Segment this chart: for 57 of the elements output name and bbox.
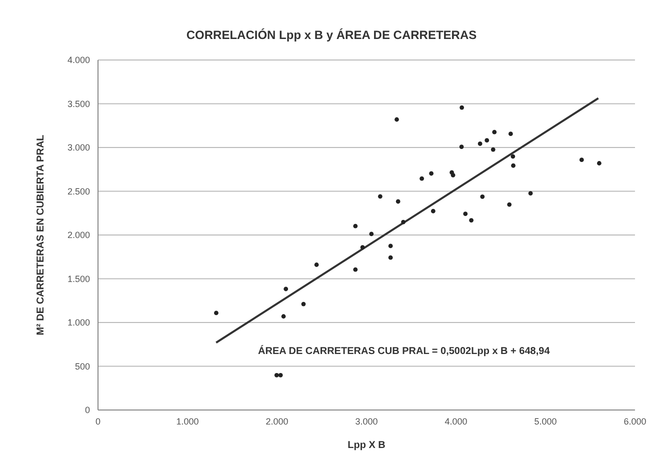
point bbox=[508, 132, 513, 136]
y-tick-label: 1.000 bbox=[67, 318, 90, 328]
annotation: ÁREA DE CARRETERAS CUB PRAL = 0,5002Lpp x B + 648,94 bbox=[258, 346, 550, 357]
point bbox=[396, 199, 400, 204]
point bbox=[378, 194, 382, 199]
point bbox=[360, 245, 365, 250]
point bbox=[284, 286, 288, 292]
point bbox=[597, 161, 602, 166]
y-tick-label: 0 bbox=[84, 405, 90, 416]
point bbox=[314, 262, 319, 267]
point bbox=[450, 172, 456, 178]
point bbox=[301, 302, 306, 306]
point bbox=[469, 218, 474, 222]
y-tick-label: 1.500 bbox=[67, 274, 90, 284]
point bbox=[420, 176, 424, 181]
point bbox=[492, 130, 497, 134]
point bbox=[579, 158, 584, 162]
point bbox=[281, 314, 286, 319]
y-tick-label: 3.000 bbox=[67, 142, 90, 153]
y-tick-label: 500 bbox=[74, 361, 90, 372]
y-axis-title: M² DE CARRETERAS EN CUBIERTA PRAL bbox=[36, 134, 47, 336]
y-tick-label: 4.000 bbox=[67, 55, 90, 66]
x-tick-label: 6.000 bbox=[624, 416, 646, 426]
point bbox=[459, 144, 464, 149]
point bbox=[353, 267, 358, 272]
x-tick-label: 4.000 bbox=[444, 416, 468, 426]
point bbox=[430, 208, 436, 214]
x-tick-label: 3.000 bbox=[355, 416, 378, 426]
point bbox=[388, 255, 393, 260]
point bbox=[401, 220, 406, 224]
point bbox=[278, 372, 283, 378]
point bbox=[274, 372, 279, 378]
point bbox=[507, 202, 512, 207]
point bbox=[394, 117, 399, 122]
point bbox=[478, 142, 482, 146]
y-tick-label: 3.500 bbox=[67, 98, 90, 109]
point bbox=[490, 147, 496, 152]
point bbox=[528, 191, 533, 196]
x-tick-label: 5.000 bbox=[534, 416, 557, 426]
point bbox=[510, 154, 516, 159]
y-tick-label: 2.000 bbox=[67, 230, 90, 240]
chart-title: CORRELACIÓN Lpp x B y ÁREA DE CARRETERAS bbox=[185, 28, 478, 42]
x-tick-label: 0 bbox=[95, 416, 101, 426]
x-tick-label: 2.000 bbox=[266, 416, 288, 426]
x-tick-label: 1.000 bbox=[176, 416, 199, 426]
y-tick-label: 2.500 bbox=[67, 186, 90, 196]
point bbox=[388, 244, 393, 248]
point bbox=[463, 212, 468, 216]
point bbox=[369, 232, 374, 236]
point bbox=[429, 171, 434, 176]
point bbox=[480, 194, 485, 199]
point bbox=[214, 310, 218, 316]
point bbox=[511, 163, 516, 168]
point bbox=[484, 138, 490, 143]
x-axis-title: Lpp X B bbox=[348, 440, 386, 451]
point bbox=[353, 224, 358, 228]
point bbox=[460, 105, 464, 110]
